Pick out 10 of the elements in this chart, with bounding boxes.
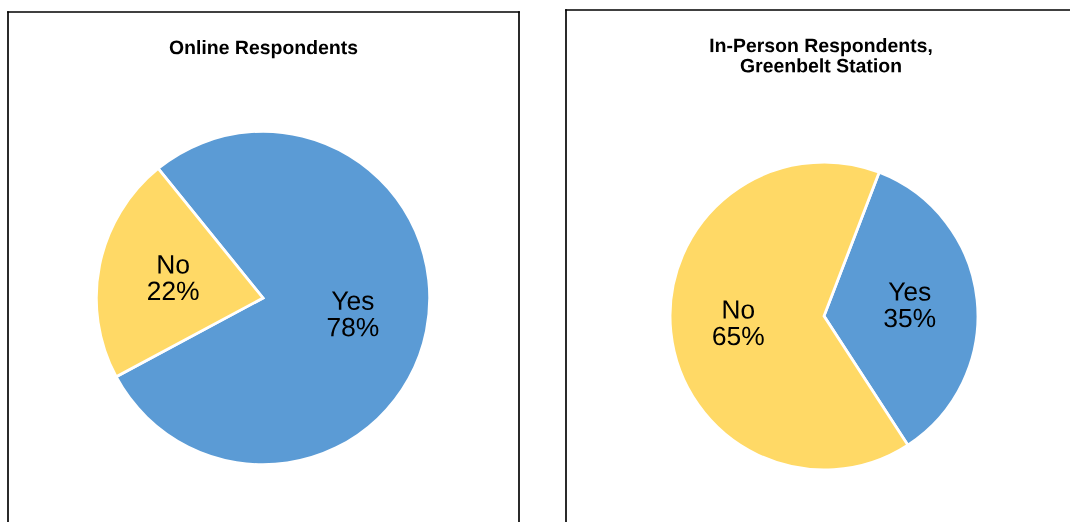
- data-label: 22%: [148, 281, 199, 301]
- slice-label: Yes: [331, 291, 374, 310]
- data-label: 78%: [327, 317, 379, 337]
- slice-label: Yes: [888, 282, 931, 301]
- chart-title: In-Person Respondents, Greenbelt Station: [710, 38, 932, 73]
- slice-label: No: [158, 255, 189, 274]
- slice-label: No: [723, 300, 755, 319]
- data-label: 65%: [713, 326, 764, 346]
- data-label: 35%: [884, 308, 936, 328]
- chart-title: Online Respondents: [169, 40, 358, 59]
